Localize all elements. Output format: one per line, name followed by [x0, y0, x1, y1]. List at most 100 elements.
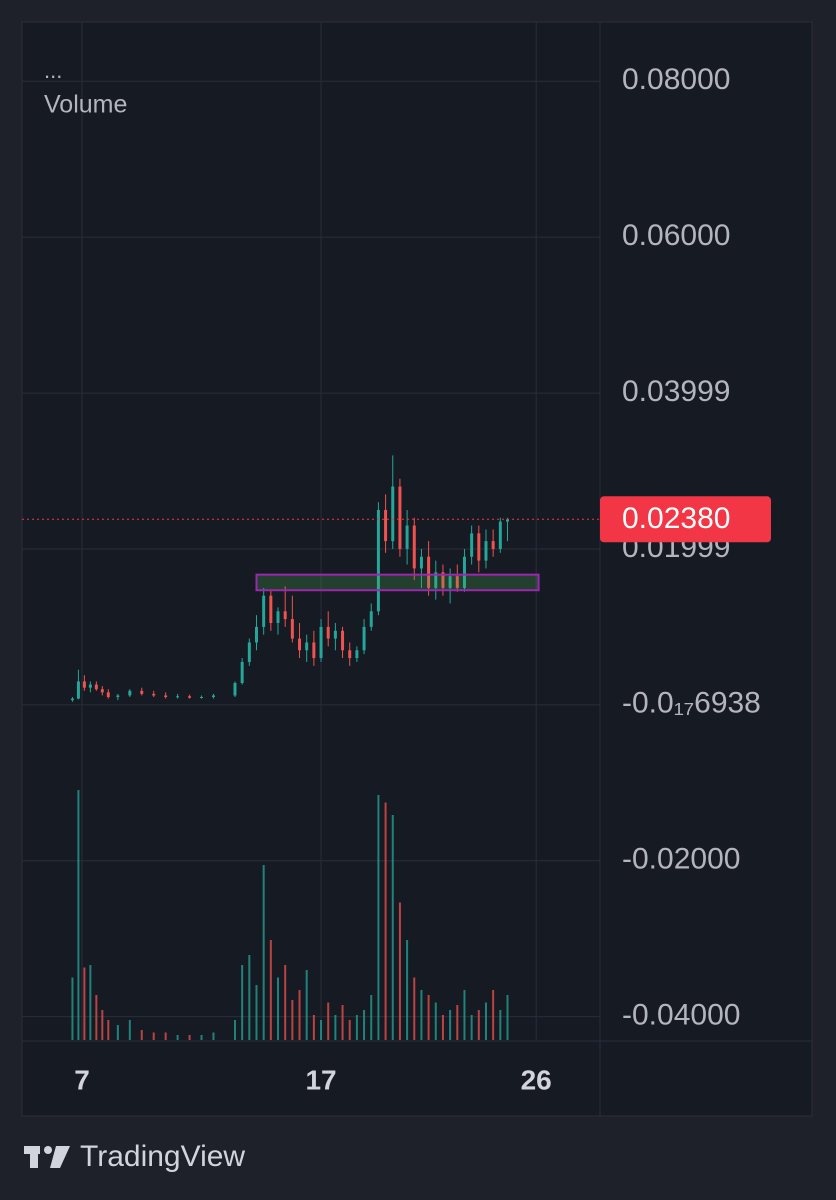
- candle-body: [211, 695, 215, 698]
- candle-body: [391, 486, 395, 542]
- last-price-box: [600, 496, 771, 543]
- volume-bar: [334, 1015, 337, 1040]
- candle-body: [484, 541, 488, 561]
- candle-body: [376, 509, 380, 612]
- candle-body: [312, 642, 316, 659]
- volume-bar: [355, 1015, 358, 1040]
- volume-bar: [463, 990, 466, 1040]
- candle-body: [441, 572, 445, 588]
- y-tick-label: -0.02000: [622, 843, 740, 876]
- volume-bar: [413, 977, 416, 1040]
- volume-bar: [327, 1002, 330, 1040]
- volume-bar: [499, 1010, 502, 1040]
- candle-body: [355, 650, 359, 659]
- volume-bar: [89, 965, 92, 1040]
- candle-body: [262, 595, 266, 627]
- candle-body: [333, 630, 337, 639]
- candle-body: [298, 638, 302, 651]
- volume-bar: [477, 1010, 480, 1040]
- volume-bar: [277, 977, 280, 1040]
- candle-body: [140, 690, 144, 694]
- candle-body: [269, 595, 273, 623]
- volume-bar: [291, 1000, 294, 1040]
- candle-body: [233, 682, 237, 696]
- candle-body: [419, 556, 423, 569]
- volume-bar: [200, 1035, 203, 1040]
- candle-body: [412, 525, 416, 569]
- chart-panel: [21, 21, 813, 1117]
- volume-bar: [188, 1035, 191, 1040]
- candle-body: [94, 684, 98, 690]
- volume-bar: [363, 1010, 366, 1040]
- candle-body: [128, 690, 132, 696]
- candle-body: [477, 533, 481, 561]
- candle-body: [283, 611, 287, 620]
- candle-body: [491, 541, 495, 549]
- volume-bar: [262, 865, 265, 1040]
- candle-body: [434, 572, 438, 588]
- candle-body: [240, 661, 244, 683]
- y-tick-label: 0.08000: [622, 63, 730, 96]
- candle-body: [70, 698, 74, 701]
- volume-bar: [406, 940, 409, 1040]
- candle-body: [290, 619, 294, 639]
- volume-bar: [420, 990, 423, 1040]
- candle-body: [276, 611, 280, 623]
- volume-bar: [305, 970, 308, 1040]
- volume-bar: [176, 1035, 179, 1040]
- candle-body: [319, 626, 323, 659]
- candle-body: [247, 642, 251, 662]
- volume-bar: [284, 965, 287, 1040]
- volume-bar: [441, 1015, 444, 1040]
- candle-body: [88, 684, 92, 688]
- grid: [22, 22, 600, 1040]
- candle-body: [448, 576, 452, 588]
- volume-bar: [95, 995, 98, 1040]
- candle-body: [200, 697, 204, 699]
- candle-body: [384, 509, 388, 542]
- volume-bar: [241, 965, 244, 1040]
- volume-bar: [470, 1015, 473, 1040]
- candle-body: [76, 681, 80, 699]
- x-tick-label: 17: [305, 1064, 336, 1095]
- volume-bar: [101, 1010, 104, 1040]
- marks: [22, 455, 600, 1040]
- candle-body: [82, 681, 86, 688]
- y-tick-label: 0.06000: [622, 219, 730, 252]
- candle-body: [116, 695, 120, 698]
- volume-bar: [298, 990, 301, 1040]
- last-price-label: 0.02380: [622, 502, 730, 535]
- zone-box: [255, 573, 540, 592]
- brand-name[interactable]: TradingView: [80, 1140, 245, 1173]
- volume-bar: [164, 1032, 167, 1040]
- volume-bar: [391, 815, 394, 1040]
- volume-bar: [456, 1005, 459, 1040]
- candle-body: [254, 626, 258, 643]
- candle-body: [152, 693, 156, 696]
- volume-bar: [377, 795, 380, 1040]
- volume-bar: [384, 802, 387, 1040]
- volume-bar: [320, 1020, 323, 1040]
- candle-body: [188, 696, 192, 698]
- indicator-label[interactable]: Volume: [44, 91, 127, 119]
- volume-bar: [140, 1030, 143, 1040]
- candle-body: [176, 696, 180, 698]
- volume-bar: [152, 1032, 155, 1040]
- volume-bar: [348, 1020, 351, 1040]
- volume-bar: [77, 790, 80, 1040]
- candle-body: [305, 642, 309, 651]
- candle-body: [341, 630, 345, 651]
- volume-bar: [255, 985, 258, 1040]
- candle-body: [427, 556, 431, 588]
- candle-body: [348, 650, 352, 659]
- volume-bar: [341, 1005, 344, 1040]
- volume-bar: [212, 1032, 215, 1040]
- volume-bar: [434, 1002, 437, 1040]
- volume-bar: [492, 990, 495, 1040]
- volume-bar: [449, 1010, 452, 1040]
- menu-dots[interactable]: ...: [44, 58, 62, 83]
- volume-bar: [107, 1020, 110, 1040]
- volume-bar: [312, 1015, 315, 1040]
